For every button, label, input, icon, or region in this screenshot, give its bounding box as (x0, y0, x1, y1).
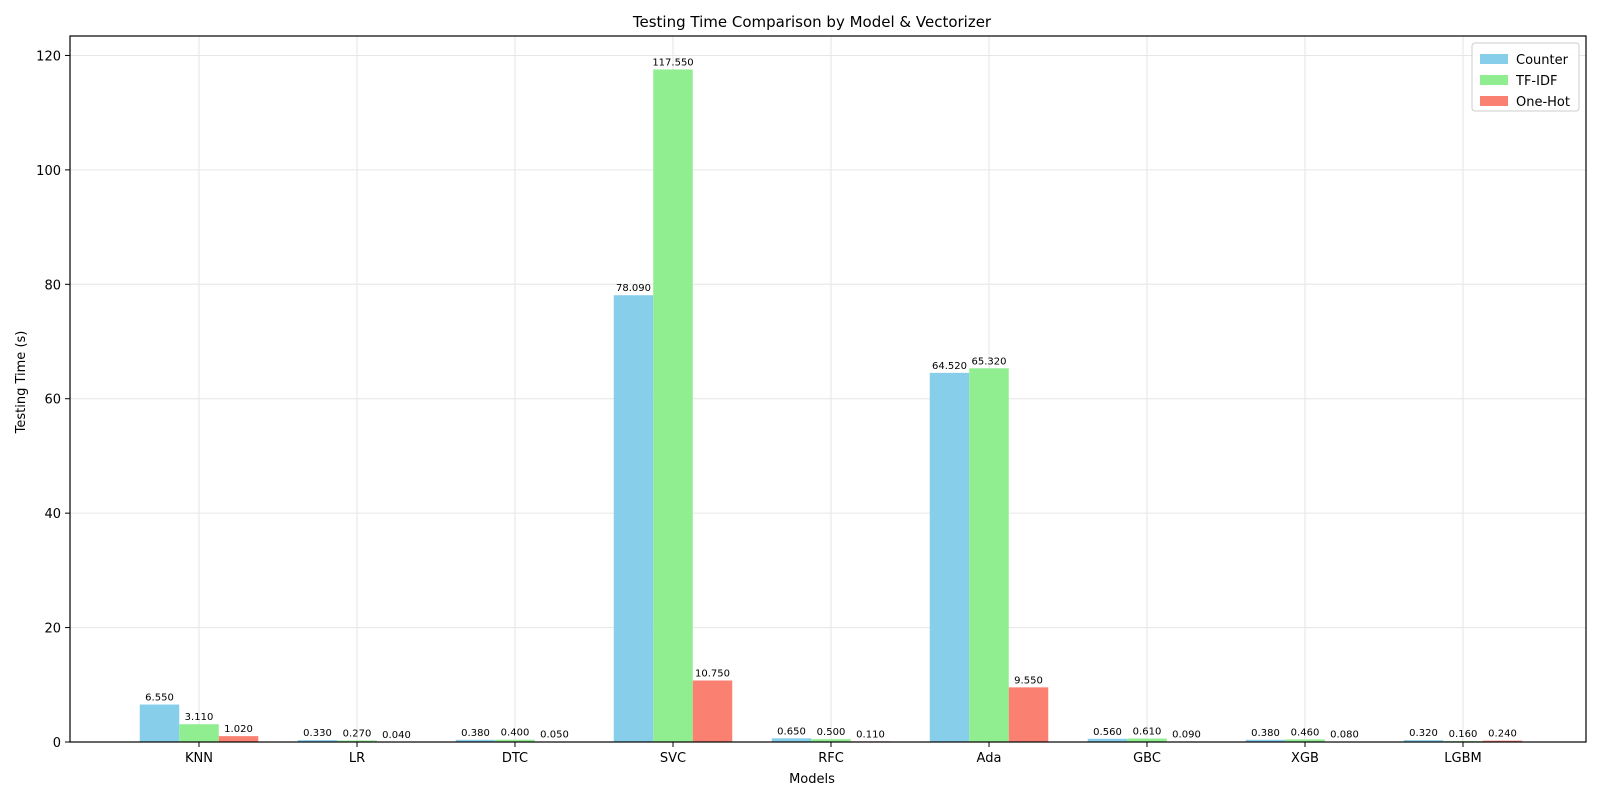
bar-counter-knn (140, 705, 180, 742)
legend-label: Counter (1516, 53, 1569, 68)
bar-value-label: 0.650 (777, 726, 806, 737)
x-tick-label: SVC (660, 751, 686, 766)
bar-tf-idf-ada (969, 368, 1009, 742)
bar-counter-ada (930, 373, 970, 742)
legend-swatch (1480, 75, 1508, 85)
y-tick-label: 60 (44, 393, 61, 408)
bar-value-label: 0.080 (1330, 730, 1359, 741)
y-tick-label: 20 (44, 622, 61, 637)
legend-label: One-Hot (1516, 95, 1570, 110)
bar-value-label: 0.090 (1172, 729, 1201, 740)
legend-swatch (1480, 54, 1508, 64)
bar-value-label: 0.560 (1093, 727, 1122, 738)
y-tick-label: 100 (36, 164, 61, 179)
bar-value-label: 117.550 (652, 57, 693, 68)
bar-value-label: 0.330 (303, 728, 332, 739)
bar-counter-svc (614, 295, 654, 742)
bar-value-label: 0.400 (501, 728, 530, 739)
x-tick-label: LGBM (1444, 751, 1481, 766)
bar-value-label: 0.320 (1409, 728, 1438, 739)
y-tick-label: 0 (53, 736, 61, 751)
y-tick-label: 80 (44, 278, 61, 293)
bar-value-label: 0.050 (540, 730, 569, 741)
bar-one-hot-svc (693, 680, 733, 742)
bar-value-label: 64.520 (932, 361, 967, 372)
legend: Counter TF-IDF One-Hot (1472, 43, 1579, 111)
x-tick-label: KNN (185, 751, 213, 766)
bar-value-label: 9.550 (1014, 675, 1043, 686)
x-tick-label: DTC (502, 751, 528, 766)
x-tick-label: GBC (1133, 751, 1161, 766)
bar-value-label: 0.380 (461, 728, 490, 739)
bar-value-label: 78.090 (616, 283, 651, 294)
x-tick-label: LR (349, 751, 365, 766)
x-axis-label: Models (789, 772, 835, 787)
bar-value-label: 1.020 (224, 724, 253, 735)
bar-value-label: 0.380 (1251, 728, 1280, 739)
bar-value-label: 0.460 (1291, 727, 1320, 738)
bar-value-label: 0.270 (343, 728, 372, 739)
x-tick-label: RFC (818, 751, 844, 766)
legend-swatch (1480, 96, 1508, 106)
y-tick-label: 120 (36, 49, 61, 64)
bar-value-label: 0.500 (817, 727, 846, 738)
bar-value-label: 10.750 (695, 668, 730, 679)
x-tick-label: XGB (1291, 751, 1319, 766)
bar-value-label: 0.240 (1488, 729, 1517, 740)
bar-value-label: 3.110 (185, 712, 214, 723)
bar-tf-idf-knn (179, 724, 219, 742)
bar-value-label: 65.320 (972, 356, 1007, 367)
bar-value-label: 0.160 (1449, 729, 1478, 740)
bar-one-hot-knn (219, 736, 259, 742)
y-tick-label: 40 (44, 507, 61, 522)
x-tick-label: Ada (977, 751, 1002, 766)
bar-value-label: 6.550 (145, 693, 174, 704)
bar-value-label: 0.610 (1133, 727, 1162, 738)
bar-value-label: 0.040 (382, 730, 411, 741)
bar-one-hot-ada (1009, 687, 1049, 742)
chart-title: Testing Time Comparison by Model & Vecto… (632, 13, 992, 31)
legend-label: TF-IDF (1515, 74, 1557, 89)
y-axis-label: Testing Time (s) (14, 331, 29, 435)
bar-value-label: 0.110 (856, 729, 885, 740)
bar-tf-idf-svc (653, 69, 693, 742)
